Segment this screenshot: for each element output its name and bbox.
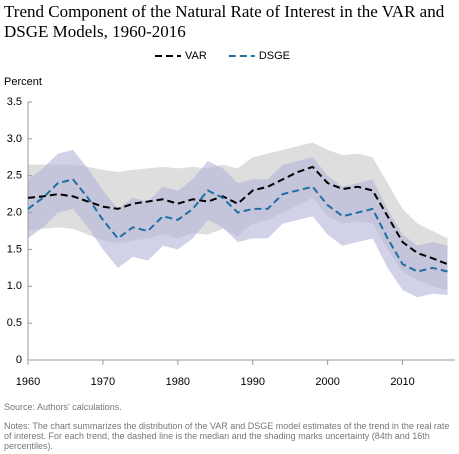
y-tick-label: 1.0 [7, 280, 22, 292]
y-tick-label: 0 [16, 354, 22, 366]
y-tick-label: 3.5 [7, 96, 22, 108]
y-axis-label: Percent [4, 76, 42, 88]
chart-title: Trend Component of the Natural Rate of I… [4, 2, 445, 41]
x-tick-label: 1980 [166, 376, 190, 388]
y-tick-label: 2.5 [7, 170, 22, 182]
notes: Notes: The chart summarizes the distribu… [4, 421, 450, 451]
y-tick-label: 2.0 [7, 206, 22, 218]
chart: Percent 0 0.5 1.0 1.5 2.0 2.5 3.0 3.5 1960 1970 19… [4, 50, 455, 388]
y-tick-label: 3.0 [7, 133, 22, 145]
y-tick-label: 1.5 [7, 243, 22, 255]
x-tick-label: 1960 [16, 376, 40, 388]
x-tick-label: 2000 [315, 376, 339, 388]
source: Source: Authors' calculations. [4, 402, 122, 412]
x-tick-label: 1970 [91, 376, 115, 388]
uncertainty-band [28, 149, 448, 298]
series-line [27, 178, 448, 273]
legend-label: VAR [185, 50, 207, 62]
series-line [27, 165, 448, 266]
x-tick-label: 1990 [240, 376, 264, 388]
y-tick-label: 0.5 [7, 317, 22, 329]
legend-label: DSGE [259, 50, 290, 62]
x-tick-label: 2010 [390, 376, 414, 388]
